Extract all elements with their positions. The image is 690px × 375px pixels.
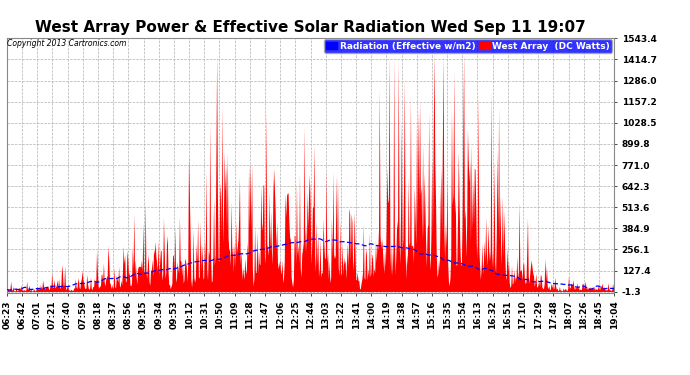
Legend: Radiation (Effective w/m2), West Array  (DC Watts): Radiation (Effective w/m2), West Array (… — [324, 39, 612, 53]
Text: Copyright 2013 Cartronics.com: Copyright 2013 Cartronics.com — [7, 39, 126, 48]
Title: West Array Power & Effective Solar Radiation Wed Sep 11 19:07: West Array Power & Effective Solar Radia… — [35, 20, 586, 35]
